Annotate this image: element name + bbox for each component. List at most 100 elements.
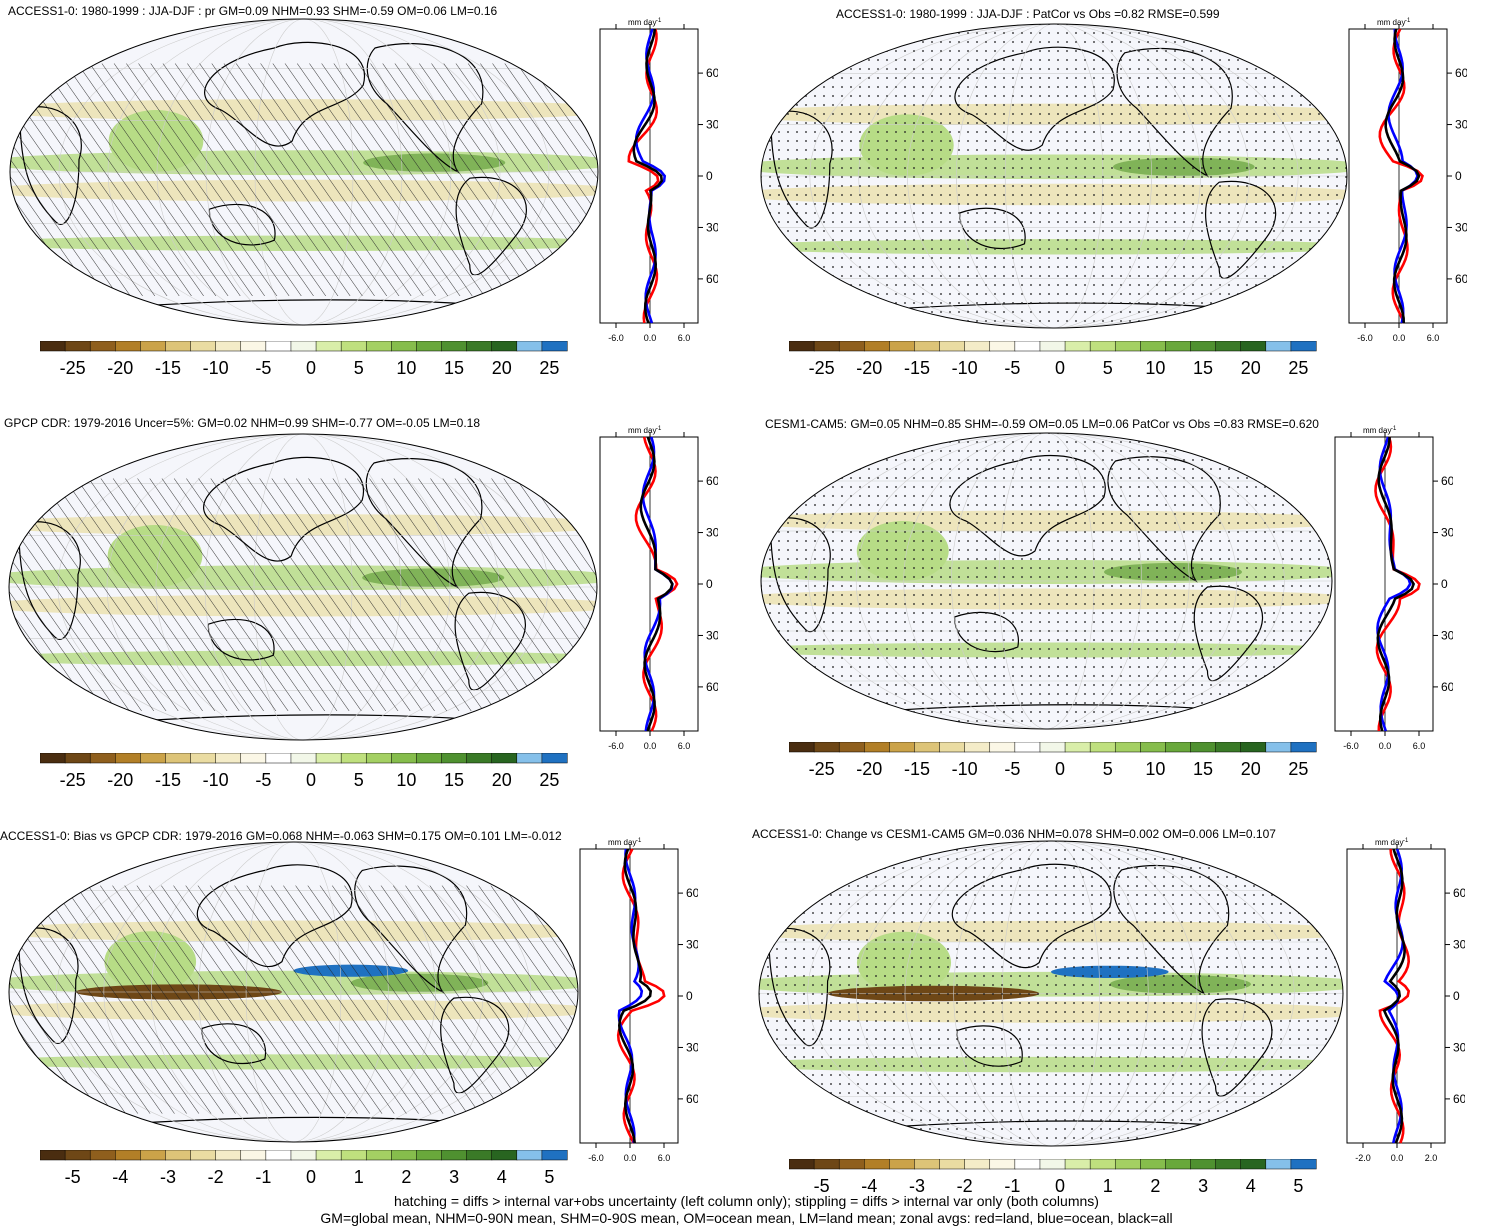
svg-text:60N: 60N: [1455, 66, 1467, 80]
svg-text:0: 0: [306, 358, 316, 378]
svg-text:-25: -25: [60, 358, 86, 378]
svg-text:-10: -10: [203, 358, 229, 378]
panel-title-3: GPCP CDR: 1979-2016 Uncer=5%: GM=0.02 NH…: [4, 416, 481, 430]
map-panel-5: [8, 841, 579, 1143]
svg-text:-15: -15: [155, 770, 181, 790]
svg-text:30N: 30N: [686, 938, 698, 952]
svg-text:0: 0: [1441, 577, 1448, 591]
svg-text:10: 10: [1145, 759, 1165, 779]
svg-text:10: 10: [396, 770, 416, 790]
zonal-plot-4: mm day-1 60N 30N 0 30S 60S -6.0 0.0 6.0: [1334, 426, 1453, 751]
svg-text:-1: -1: [1403, 838, 1409, 844]
svg-text:1: 1: [1103, 1176, 1113, 1196]
svg-text:6.0: 6.0: [678, 741, 691, 751]
svg-text:-20: -20: [107, 358, 133, 378]
svg-text:30N: 30N: [706, 526, 718, 540]
map-field: [761, 433, 1332, 729]
svg-text:25: 25: [539, 770, 559, 790]
svg-text:5: 5: [1103, 358, 1113, 378]
svg-text:60N: 60N: [1453, 886, 1465, 900]
svg-text:-2: -2: [208, 1167, 224, 1187]
svg-text:30N: 30N: [706, 118, 718, 132]
svg-text:20: 20: [1241, 759, 1261, 779]
map-panel-6: [758, 840, 1344, 1147]
svg-text:-10: -10: [952, 358, 978, 378]
svg-text:0: 0: [1453, 989, 1460, 1003]
svg-text:-1: -1: [656, 18, 662, 24]
map-field: [9, 842, 578, 1142]
panel-title-4: CESM1-CAM5: GM=0.05 NHM=0.85 SHM=-0.59 O…: [765, 417, 1319, 431]
panel-title-5: ACCESS1-0: Bias vs GPCP CDR: 1979-2016 G…: [0, 829, 562, 843]
panel-title-6: ACCESS1-0: Change vs CESM1-CAM5 GM=0.036…: [752, 827, 1276, 841]
footer-line-2: GM=global mean, NHM=0-90N mean, SHM=0-90…: [320, 1210, 1173, 1226]
map-panel-3: [8, 433, 598, 741]
svg-text:60N: 60N: [686, 886, 698, 900]
svg-text:15: 15: [1193, 358, 1213, 378]
svg-text:0: 0: [1055, 358, 1065, 378]
map-panel-2: [760, 23, 1348, 329]
svg-text:-1: -1: [656, 426, 662, 432]
svg-text:-25: -25: [60, 770, 86, 790]
svg-text:10: 10: [1145, 358, 1165, 378]
svg-text:30S: 30S: [706, 220, 718, 234]
map-field: [10, 19, 598, 325]
svg-text:0: 0: [306, 770, 316, 790]
colorbar-3: -25 -20 -15 -10 -5 0 5 10 15 20 25: [40, 753, 568, 790]
svg-text:-15: -15: [904, 759, 930, 779]
svg-text:30S: 30S: [706, 628, 718, 642]
svg-text:30S: 30S: [1453, 1040, 1465, 1054]
svg-text:10: 10: [396, 358, 416, 378]
svg-text:60S: 60S: [1453, 1092, 1465, 1106]
svg-text:0.0: 0.0: [1391, 1153, 1404, 1163]
colorbar-5: -5 -4 -3 -2 -1 0 1 2 3 4 5: [40, 1150, 568, 1187]
svg-text:-10: -10: [952, 759, 978, 779]
unit-label: mm day: [1375, 838, 1403, 847]
svg-text:-2: -2: [957, 1176, 973, 1196]
svg-text:0: 0: [706, 577, 713, 591]
svg-text:2: 2: [1150, 1176, 1160, 1196]
svg-text:-20: -20: [107, 770, 133, 790]
svg-text:4: 4: [497, 1167, 507, 1187]
svg-text:-15: -15: [904, 358, 930, 378]
svg-text:-5: -5: [65, 1167, 81, 1187]
unit-label: mm day: [1377, 18, 1405, 27]
svg-text:30S: 30S: [1455, 220, 1467, 234]
zonal-plot-1: mm day-1 60N 30N 0 30S 60S -6.0 0.0 6.0: [599, 18, 718, 343]
svg-text:25: 25: [1288, 358, 1308, 378]
unit-label: mm day: [608, 838, 636, 847]
panel-title-1: ACCESS1-0: 1980-1999 : JJA-DJF : pr GM=0…: [8, 4, 498, 18]
svg-text:6.0: 6.0: [1427, 333, 1440, 343]
svg-text:-5: -5: [255, 358, 271, 378]
svg-text:-25: -25: [809, 759, 835, 779]
svg-text:60S: 60S: [706, 272, 718, 286]
svg-text:20: 20: [1241, 358, 1261, 378]
svg-text:-1: -1: [255, 1167, 271, 1187]
svg-text:4: 4: [1246, 1176, 1256, 1196]
svg-text:2: 2: [401, 1167, 411, 1187]
map-field: [759, 841, 1343, 1146]
svg-text:5: 5: [1293, 1176, 1303, 1196]
unit-label: mm day: [1363, 426, 1391, 435]
svg-text:0: 0: [1455, 169, 1462, 183]
svg-text:5: 5: [354, 770, 364, 790]
svg-text:3: 3: [1198, 1176, 1208, 1196]
map-field: [9, 434, 597, 740]
svg-text:25: 25: [1288, 759, 1308, 779]
svg-text:-4: -4: [112, 1167, 128, 1187]
svg-text:-3: -3: [909, 1176, 925, 1196]
svg-text:-6.0: -6.0: [608, 741, 624, 751]
unit-label: mm day: [628, 18, 656, 27]
map-panel-1: [9, 18, 599, 326]
zonal-plot-5: mm day-1 60N 30N 0 30S 60S -6.0 0.0 6.0: [579, 838, 698, 1163]
svg-text:0.0: 0.0: [644, 333, 657, 343]
svg-text:-1: -1: [1004, 1176, 1020, 1196]
svg-text:0: 0: [306, 1167, 316, 1187]
svg-text:60S: 60S: [686, 1092, 698, 1106]
footer-line-1: hatching = diffs > internal var+obs unce…: [394, 1193, 1099, 1209]
svg-text:30S: 30S: [1441, 628, 1453, 642]
colorbar-4: -25 -20 -15 -10 -5 0 5 10 15 20 25: [789, 742, 1317, 779]
colorbar-1: -25 -20 -15 -10 -5 0 5 10 15 20 25: [40, 341, 568, 378]
svg-text:-3: -3: [160, 1167, 176, 1187]
svg-text:0: 0: [706, 169, 713, 183]
svg-text:6.0: 6.0: [1413, 741, 1426, 751]
